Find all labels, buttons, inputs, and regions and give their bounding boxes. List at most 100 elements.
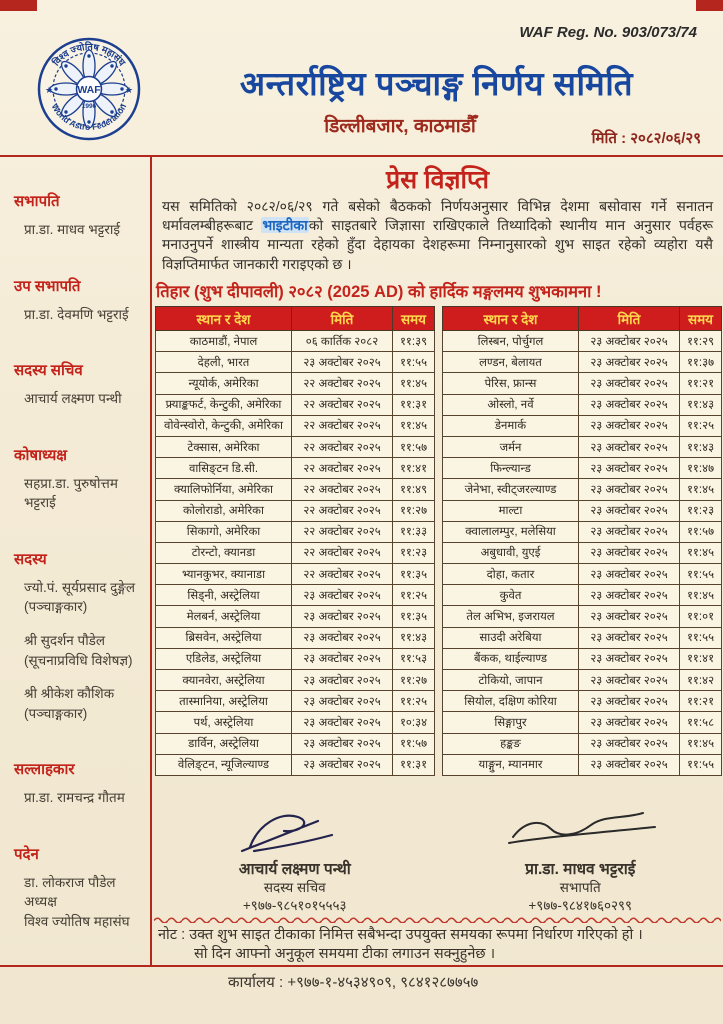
table-row: न्यूयोर्क, अमेरिका २२ अक्टोबर २०२५ ११:४५ <box>155 372 435 395</box>
date-cell: २२ अक्टोबर २०२५ <box>291 478 393 501</box>
sidebar-section: सभापति प्रा.डा. माधव भट्टराई <box>14 191 144 240</box>
time-cell: ११:२१ <box>679 690 722 713</box>
time-cell: ११:४७ <box>679 457 722 480</box>
letter-date: मिति : २०८२/०६/२९ <box>591 130 701 147</box>
date-cell: २३ अक्टोबर २०२५ <box>291 351 393 374</box>
place-cell: मेलबर्न, अस्ट्रेलिया <box>155 605 292 628</box>
time-cell: ११:०१ <box>679 605 722 628</box>
date-cell: २३ अक्टोबर २०२५ <box>578 520 680 543</box>
date-cell: २३ अक्टोबर २०२५ <box>578 435 680 459</box>
place-cell: वोवेन्स्वोरो, केन्टुकी, अमेरिका <box>155 414 292 437</box>
date-cell: २२ अक्टोबर २०२५ <box>291 372 393 395</box>
table-row: एडिलेड, अस्ट्रेलिया २३ अक्टोबर २०२५ ११:५३ <box>155 647 435 671</box>
footnote-line2: सो दिन आफ्नो अनुकूल समयमा टीका लगाउन सक्… <box>194 945 496 962</box>
date-cell: २३ अक्टोबर २०२५ <box>578 626 680 649</box>
lotus-petals <box>49 49 129 129</box>
registration-number: WAF Reg. No. 903/073/74 <box>519 24 697 41</box>
date-cell: २३ अक्टोबर २०२५ <box>578 393 680 416</box>
date-cell: २३ अक्टोबर २०२५ <box>578 478 680 501</box>
chairman-signature-icon <box>508 812 657 844</box>
date-cell: २३ अक्टोबर २०२५ <box>291 584 393 607</box>
date-cell: २२ अक्टोबर २०२५ <box>291 499 393 522</box>
date-cell: २२ अक्टोबर २०२५ <box>291 457 393 480</box>
date-cell: २२ अक्टोबर २०२५ <box>291 563 393 586</box>
table-row: पेरिस, फ्रान्स २३ अक्टोबर २०२५ ११:२१ <box>442 372 722 395</box>
place-cell: तेल अभिभ, इजरायल <box>442 605 579 628</box>
place-cell: बैंकक, थाईल्याण्ड <box>442 647 579 671</box>
place-cell: पर्थ, अस्ट्रेलिया <box>155 711 292 734</box>
time-cell: ११:२५ <box>392 690 435 713</box>
table-row: टोकियो, जापान २३ अक्टोबर २०२५ ११:४२ <box>442 668 722 692</box>
time-cell: ११:२९ <box>679 329 722 353</box>
column-header: स्थान र देश <box>442 306 579 331</box>
date-cell: २२ अक्टोबर २०२५ <box>291 520 393 543</box>
signatory-name: प्रा.डा. माधव भट्टराई <box>525 861 636 878</box>
organization-address: डिल्लीबजार, काठमाडौँ <box>324 116 476 137</box>
sidebar-divider-line <box>150 155 152 965</box>
date-cell: २३ अक्टोबर २०२५ <box>578 563 680 586</box>
date-cell: २३ अक्टोबर २०२५ <box>578 414 680 437</box>
date-cell: २२ अक्टोबर २०२५ <box>291 541 393 565</box>
wavy-divider <box>154 915 721 923</box>
sidebar-person-line: आचार्य लक्ष्मण पन्थी <box>24 391 122 407</box>
place-cell: क्यालिफोर्निया, अमेरिका <box>155 478 292 501</box>
time-cell: ११:३१ <box>392 753 435 776</box>
place-cell: कोलोराडो, अमेरिका <box>155 499 292 522</box>
sidebar-person: श्री श्रीकेश कौशिक (पञ्चाङ्गकार) <box>24 684 144 723</box>
table-row: क्यानवेरा, अस्ट्रेलिया २३ अक्टोबर २०२५ ११:… <box>155 668 435 692</box>
table-row: जर्मन २३ अक्टोबर २०२५ ११:४३ <box>442 435 722 459</box>
place-cell: जर्मन <box>442 435 579 459</box>
table-row: फिन्ल्यान्ड २३ अक्टोबर २०२५ ११:४७ <box>442 457 722 480</box>
column-header: समय <box>392 306 435 331</box>
sidebar-person-line: श्री श्रीकेश कौशिक <box>24 686 115 702</box>
sidebar-person-line: (सूचनाप्रविधि विशेषज्ञ) <box>24 652 133 668</box>
table-row: लिस्बन, पोर्चुगल २३ अक्टोबर २०२५ ११:२९ <box>442 329 722 353</box>
footer-divider-line <box>0 965 723 967</box>
time-cell: ११:५५ <box>679 626 722 649</box>
column-header: मिति <box>578 306 680 331</box>
table-row: तास्मानिया, अस्ट्रेलिया २३ अक्टोबर २०२५ ११… <box>155 690 435 713</box>
sidebar-person: प्रा.डा. रामचन्द्र गौतम <box>24 788 144 808</box>
table-row: ओस्लो, नर्वे २३ अक्टोबर २०२५ ११:४३ <box>442 393 722 416</box>
time-cell: ११:२७ <box>392 668 435 692</box>
place-cell: न्यूयोर्क, अमेरिका <box>155 372 292 395</box>
place-cell: पेरिस, फ्रान्स <box>442 372 579 395</box>
bhaitika-highlight: भाइटीका <box>261 217 309 234</box>
sidebar-section: उप सभापति प्रा.डा. देवमणि भट्टराई <box>14 276 144 325</box>
sidebar-person: आचार्य लक्ष्मण पन्थी <box>24 389 144 409</box>
saita-tables: स्थान र देश मिति समय काठमाडौं, नेपाल ०६ कार… <box>155 306 722 776</box>
sidebar-section: सदस्य ज्यो.पं. सूर्यप्रसाद दुङ्गेल (पञ्चाङ… <box>14 549 144 723</box>
table-row: सिङ्गापुर २३ अक्टोबर २०२५ ११:५८ <box>442 711 722 734</box>
table-row: तेल अभिभ, इजरायल २३ अक्टोबर २०२५ ११:०१ <box>442 605 722 628</box>
sidebar-person: सहप्रा.डा. पुरुषोत्तम भट्टराई <box>24 474 144 513</box>
sidebar-person-line: श्री सुदर्शन पौडेल <box>24 632 106 648</box>
time-cell: ११:५७ <box>392 435 435 459</box>
table-row: दोहा, कतार २३ अक्टोबर २०२५ ११:५५ <box>442 563 722 586</box>
date-cell: २३ अक्टोबर २०२५ <box>578 668 680 692</box>
sidebar-person: डा. लोकराज पौडेल अध्यक्ष विश्व ज्योतिष महा… <box>24 873 144 932</box>
date-cell: २३ अक्टोबर २०२५ <box>291 668 393 692</box>
place-cell: क्वालालम्पुर, मलेसिया <box>442 520 579 543</box>
time-cell: ११:३१ <box>392 393 435 416</box>
place-cell: काठमाडौं, नेपाल <box>155 329 292 353</box>
sidebar-sections: सभापति प्रा.डा. माधव भट्टराई उप सभापति प्रा… <box>0 157 148 963</box>
date-cell: २३ अक्टोबर २०२५ <box>578 647 680 671</box>
time-cell: ११:४५ <box>392 372 435 395</box>
table-row: ब्रिसवेन, अस्ट्रेलिया २३ अक्टोबर २०२५ ११:४… <box>155 626 435 649</box>
place-cell: अबुधावी, युएई <box>442 541 579 565</box>
place-cell: भ्यानकुभर, क्यानाडा <box>155 563 292 586</box>
place-cell: कुवेत <box>442 584 579 607</box>
table-row: क्वालालम्पुर, मलेसिया २३ अक्टोबर २०२५ ११:५… <box>442 520 722 543</box>
table-row: टोरन्टो, क्यानडा २२ अक्टोबर २०२५ ११:२३ <box>155 541 435 565</box>
time-cell: ११:२५ <box>679 414 722 437</box>
date-cell: २३ अक्टोबर २०२५ <box>291 753 393 776</box>
time-cell: ११:२३ <box>392 541 435 565</box>
place-cell: दोहा, कतार <box>442 563 579 586</box>
press-body-part2: को साइतबारे जिज्ञासा राखिएकाले तिथ्यादिक… <box>162 217 714 272</box>
place-cell: टोरन्टो, क्यानडा <box>155 541 292 565</box>
date-cell: २३ अक्टोबर २०२५ <box>291 626 393 649</box>
sidebar-section-title: उप सभापति <box>14 277 81 295</box>
table-row: वासिङ्टन डि.सी. २२ अक्टोबर २०२५ ११:४१ <box>155 457 435 480</box>
sidebar-section-title: पदेन <box>14 845 39 863</box>
place-cell: टोकियो, जापान <box>442 668 579 692</box>
